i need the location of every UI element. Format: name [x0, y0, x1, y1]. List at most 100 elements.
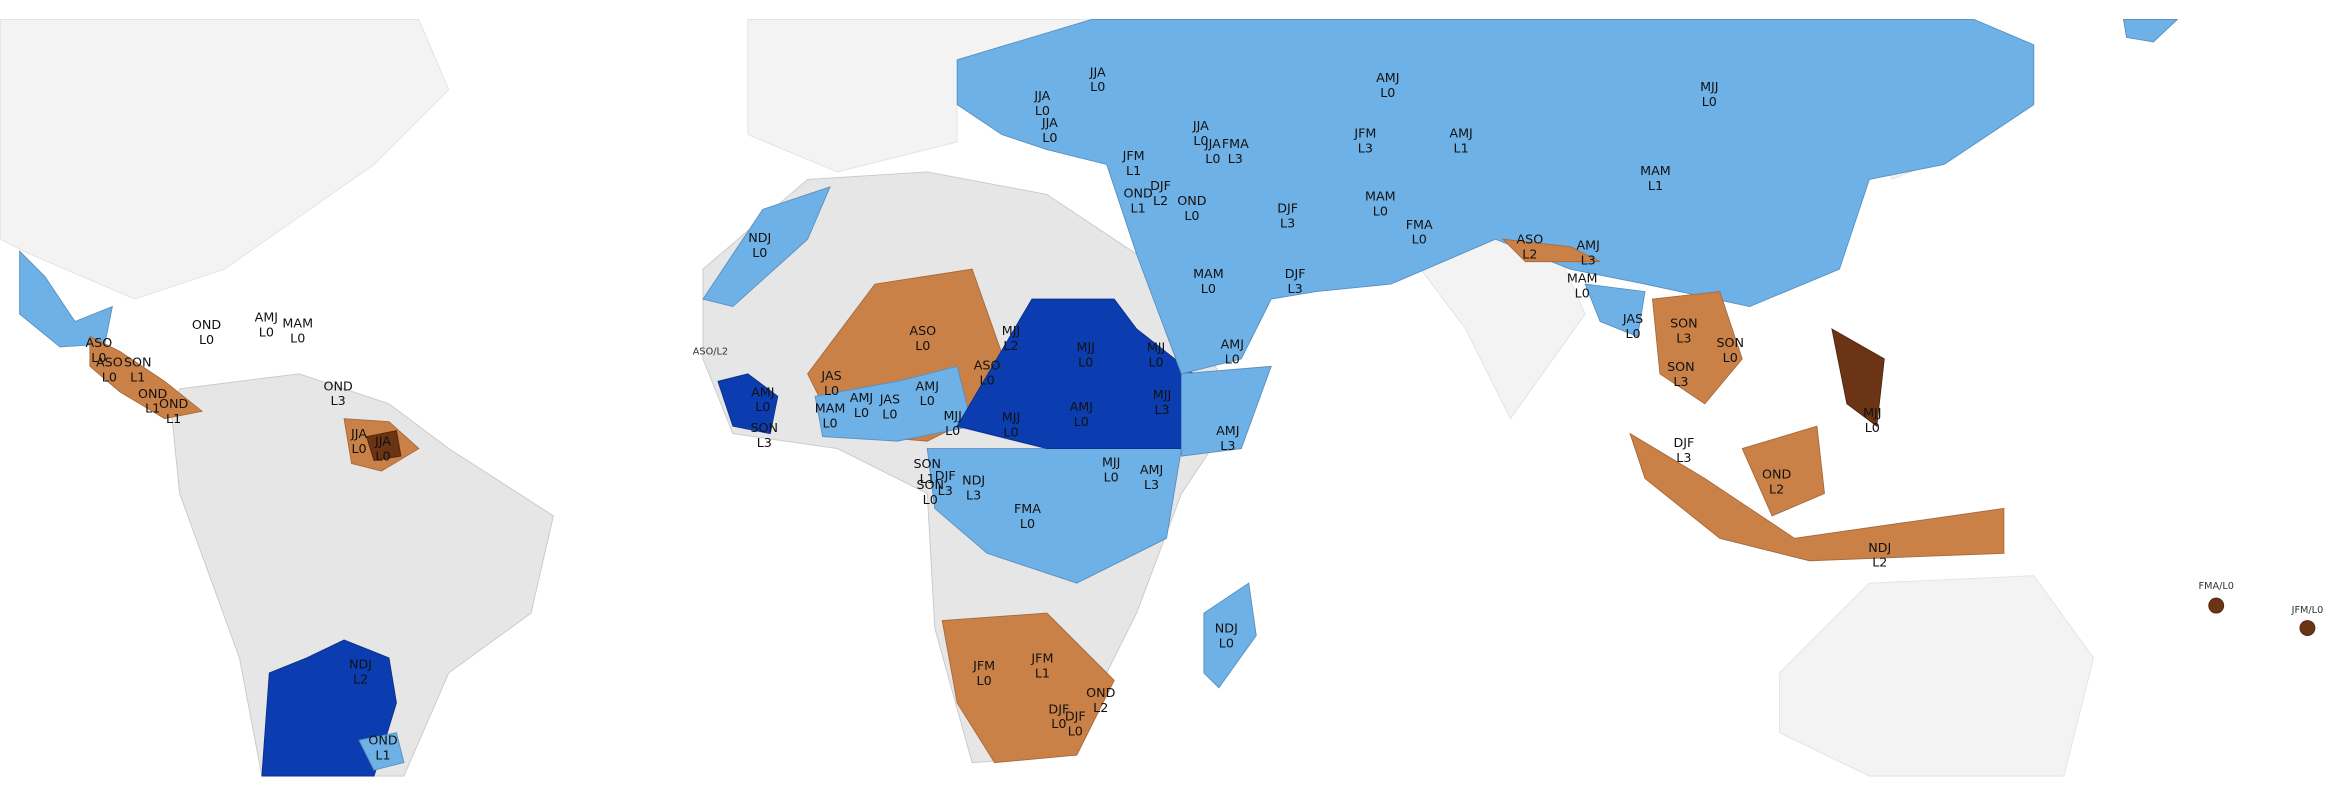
label-level: L3: [1581, 253, 1596, 268]
region-label: JJA L0: [1033, 88, 1050, 118]
label-level: L3: [331, 393, 346, 408]
label-season: NDJ: [748, 230, 771, 245]
label-level: L1: [1131, 200, 1146, 215]
label-level: L0: [91, 350, 106, 365]
region-label: OND L1: [368, 733, 398, 763]
region: [89, 335, 204, 420]
label-season: FMA: [1406, 217, 1433, 232]
region-label: MAM L0: [1567, 271, 1598, 301]
region-label: ASO L2: [1516, 232, 1543, 262]
label-level: L0: [752, 245, 767, 260]
label-season: MJJ: [943, 408, 961, 423]
label-season: OND: [138, 386, 168, 401]
label-season: MJJ: [1002, 410, 1020, 425]
australia: [1779, 575, 2095, 777]
label-season: NDJ: [1868, 540, 1891, 555]
label-level: L2: [1093, 700, 1108, 715]
region-label: AMJ L0: [255, 309, 278, 339]
label-level: L2: [1003, 338, 1018, 353]
label-level: L2: [1153, 193, 1168, 208]
label-level: L0: [882, 407, 897, 422]
label-level: L0: [1625, 326, 1640, 341]
region-label: AMJ L3: [1140, 462, 1163, 492]
label-season: AMJ: [1376, 70, 1399, 85]
region-label: MJJ L0: [1077, 339, 1095, 369]
label-level: L1: [1648, 178, 1663, 193]
label-season: MJJ: [1077, 339, 1095, 354]
region-label: ASO L0: [96, 354, 123, 384]
label-season: JFM: [972, 658, 995, 673]
label-level: L0: [1078, 354, 1093, 369]
region-label: DJF L0: [1065, 709, 1086, 739]
region-label: ASO L0: [974, 357, 1001, 387]
label-level: L0: [375, 449, 390, 464]
label-season: AMJ: [1140, 462, 1163, 477]
region-label: DJF L3: [1285, 266, 1306, 296]
label-season: JJA: [1204, 136, 1221, 151]
region-label: JFM L1: [1122, 148, 1145, 178]
label-level: L3: [1280, 215, 1295, 230]
label-season: ASO: [85, 335, 112, 350]
region-label: AMJ L1: [1449, 126, 1472, 156]
label-level: L0: [290, 330, 305, 345]
label-season: JFM: [1122, 148, 1145, 163]
region-label: JJA L0: [1192, 118, 1209, 148]
label-season: DJF: [1048, 701, 1069, 716]
region: [365, 430, 402, 462]
label-season: MAM: [1640, 163, 1671, 178]
region-label: MJJ L0: [1700, 79, 1718, 109]
region-label: SON L0: [1716, 335, 1744, 365]
label-level: L3: [1228, 151, 1243, 166]
label-level: L1: [375, 748, 390, 763]
label-season: AMJ: [850, 390, 873, 405]
region-label: SON L0: [916, 477, 944, 507]
label-season: ASO: [96, 354, 123, 369]
region-label: AMJ L0: [1376, 70, 1399, 100]
label-level: L1: [1035, 665, 1050, 680]
label-level: L0: [854, 405, 869, 420]
label-level: L0: [977, 673, 992, 688]
label-level: L3: [757, 435, 772, 450]
region-label: OND L0: [1177, 193, 1207, 223]
label-season: FMA: [1222, 136, 1249, 151]
label-season: MAM: [815, 401, 846, 416]
region-label: OND L1: [138, 386, 168, 416]
label-season: ASO: [974, 357, 1001, 372]
label-season: MAM: [1567, 271, 1598, 286]
region-label: NDJ L3: [962, 472, 985, 502]
label-level: L0: [1184, 208, 1199, 223]
region: [358, 732, 405, 771]
region-label: ASO L0: [85, 335, 112, 365]
label-level: L0: [923, 492, 938, 507]
label-level: L0: [259, 324, 274, 339]
region-label: FMA L0: [1014, 501, 1041, 531]
label-season: OND: [1123, 185, 1153, 200]
label-level: L3: [1358, 141, 1373, 156]
region-label: DJF L3: [1673, 435, 1694, 465]
label-season: OND: [1086, 685, 1116, 700]
region-label: OND L2: [1762, 466, 1792, 496]
label-level: L0: [1090, 79, 1105, 94]
label-level: L0: [1003, 425, 1018, 440]
label-season: MJJ: [1147, 339, 1165, 354]
label-season: AMJ: [751, 384, 774, 399]
label-season: MAM: [282, 315, 313, 330]
label-level: L1: [1454, 141, 1469, 156]
label-level: L0: [1035, 103, 1050, 118]
label-season: DJF: [1150, 178, 1171, 193]
region: [1831, 328, 1885, 427]
label-level: L0: [1373, 203, 1388, 218]
region: [1741, 425, 1825, 517]
label-level: L0: [1148, 354, 1163, 369]
label-level: L0: [1201, 281, 1216, 296]
label-season: SON: [124, 354, 152, 369]
label-season: FMA: [1014, 501, 1041, 516]
label-season: JJA: [1033, 88, 1050, 103]
label-season: AMJ: [1070, 399, 1093, 414]
region-label: JFM L1: [1030, 650, 1053, 680]
region: [1652, 291, 1743, 405]
label-level: L3: [1676, 330, 1691, 345]
label-level: L0: [1723, 350, 1738, 365]
label-season: SON: [913, 456, 941, 471]
label-level: L3: [966, 487, 981, 502]
